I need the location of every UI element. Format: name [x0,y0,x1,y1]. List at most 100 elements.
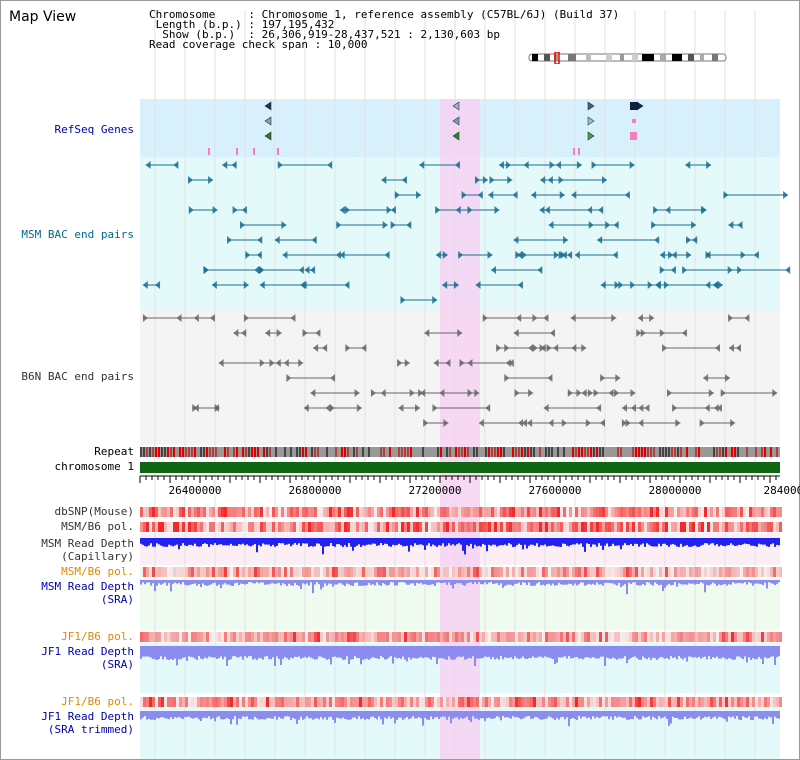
heat-cell [410,522,413,532]
depth-bar [428,580,430,586]
depth-bar [720,646,722,659]
heat-cell [506,632,509,642]
depth-bar [158,646,160,659]
heat-cell [674,567,677,577]
depth-bar [314,646,316,660]
heat-cell [254,632,257,642]
depth-bar [554,646,556,665]
depth-bar [206,580,208,586]
bac-end-marker [600,374,606,382]
depth-bar [412,711,414,717]
heat-cell [650,522,653,532]
heat-cell [341,522,344,532]
depth-bar [696,580,698,584]
bac-end-marker [445,359,451,367]
refseq-gene-glyphs[interactable] [208,101,644,155]
depth-bar [370,580,372,585]
depth-bar [472,711,474,717]
depth-bar [350,711,352,720]
heat-cell [194,632,197,642]
bac-end-marker [339,206,345,214]
depth-bar [522,580,524,583]
heat-cell [608,507,611,517]
bac-end-marker [621,404,627,412]
depth-bar [672,711,674,717]
heat-cell [437,697,440,707]
depth-bar [590,538,592,547]
bac-end-marker [613,221,619,229]
repeat-cell [584,447,586,457]
b6n-bac-pairs[interactable] [142,314,778,427]
gene-arrow-glyph [452,131,460,141]
heat-cell [722,522,725,532]
heat-cell [386,567,389,577]
depth-bar [544,580,546,586]
depth-bar [752,538,754,546]
heat-cell [149,632,152,642]
heat-cell [713,507,716,517]
heat-cell [206,697,209,707]
depth-bar [534,711,536,717]
heat-cell [626,632,629,642]
repeat-cell [254,447,256,457]
heat-cell [590,522,593,532]
bac-end-marker [311,236,317,244]
heat-cell [401,632,404,642]
depth-bar [450,646,452,660]
heat-cell [770,632,773,642]
heat-cell [404,567,407,577]
depth-bar [200,538,202,547]
depth-bar [366,538,368,545]
depth-bar [198,580,200,585]
depth-bar [290,538,292,547]
depth-bar [294,538,296,544]
depth-bar [418,646,420,658]
chromosome-ideogram[interactable] [528,52,728,64]
bac-end-marker [380,389,386,397]
depth-bar [366,646,368,659]
heat-cell [359,697,362,707]
heat-cell [677,632,680,642]
depth-bar [772,580,774,584]
heat-cell [503,567,506,577]
heat-cell [203,522,206,532]
heat-cell [371,697,374,707]
heat-cell [659,632,662,642]
repeat-cell [191,447,193,457]
heat-cell [152,567,155,577]
msm-bac-pairs[interactable] [142,161,791,304]
heat-cell [509,567,512,577]
depth-bar [526,711,528,717]
heat-cell [650,697,653,707]
depth-bar [744,538,746,544]
depth-bar [152,538,154,547]
bac-end-marker [432,404,438,412]
heat-cell [746,567,749,577]
depth-bar [370,711,372,718]
depth-bar [666,538,668,546]
depth-bar [458,580,460,584]
heat-cell [275,632,278,642]
depth-bar [712,580,714,583]
depth-bar [480,538,482,547]
depth-bar [212,711,214,718]
depth-bar [536,538,538,544]
heat-cell [497,697,500,707]
heat-cell [176,632,179,642]
depth-bar [536,580,538,584]
gene-arrow-glyph [587,116,595,126]
depth-bar [412,580,414,584]
heat-cell [356,632,359,642]
heat-cell [179,522,182,532]
depth-bar [708,538,710,545]
heat-cell [470,697,473,707]
heat-cell [698,567,701,577]
heat-cell [641,632,644,642]
depth-bar [692,538,694,547]
depth-bar [524,538,526,545]
heat-cell [593,567,596,577]
heat-cell [539,507,542,517]
depth-bar [204,711,206,718]
depth-bar [212,646,214,658]
